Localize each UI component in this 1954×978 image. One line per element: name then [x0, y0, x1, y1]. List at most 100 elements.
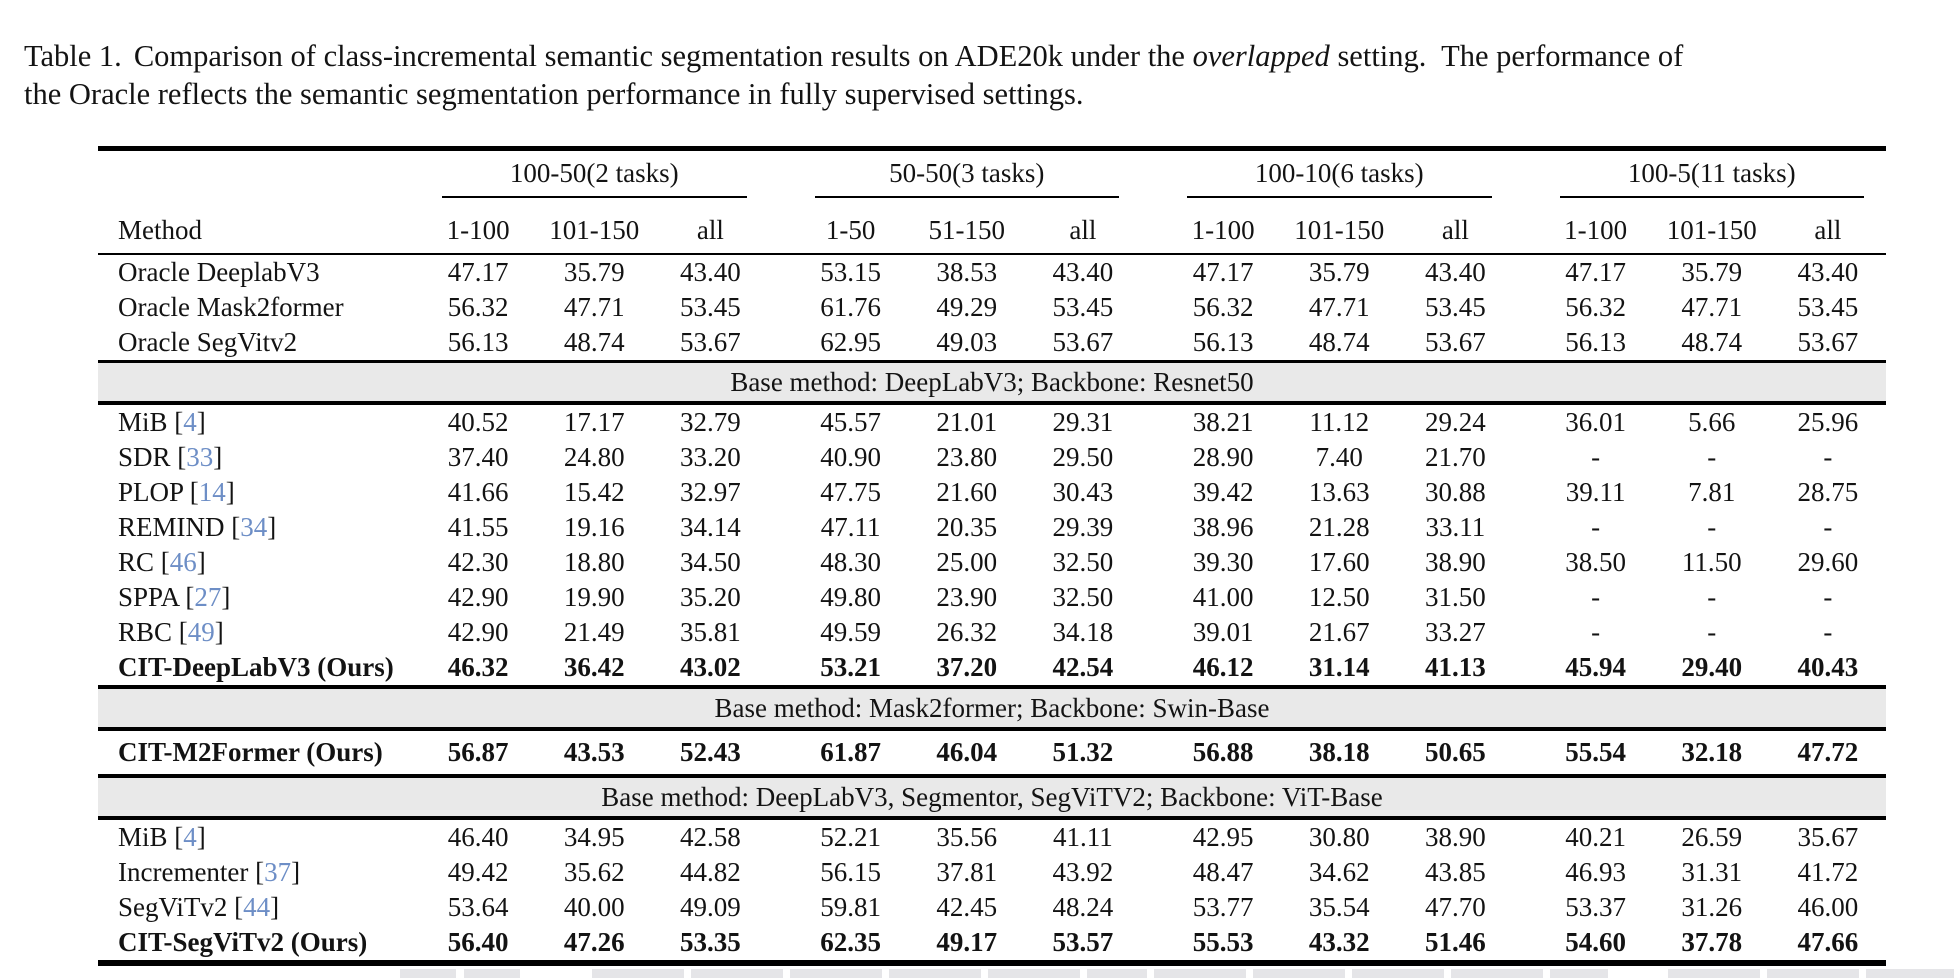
- citation-link[interactable]: 4: [183, 822, 197, 852]
- value-cell: 37.78: [1681, 927, 1743, 957]
- citation-link[interactable]: 49: [187, 617, 215, 647]
- cite-bracket: ]: [270, 892, 280, 922]
- value-cell: 40.43: [1797, 652, 1859, 682]
- column-header: 51-150: [928, 214, 1006, 245]
- row-values: 56.32 47.71 53.45 61.76 49.29 53.45 56.32 47.71…: [420, 292, 1886, 323]
- value-cell: 52.21: [820, 822, 881, 852]
- value-group: 52.21 35.56 41.11: [769, 822, 1142, 853]
- value-cell: 53.37: [1565, 892, 1626, 922]
- value-cell: 43.53: [563, 737, 625, 767]
- value-group: 49.42 35.62 44.82: [420, 857, 769, 888]
- column-header: all: [696, 214, 724, 245]
- value-cell: 35.54: [1308, 892, 1370, 922]
- value-cell: 56.32: [1192, 292, 1254, 322]
- citation-link[interactable]: 14: [198, 477, 226, 507]
- value-cell: 29.31: [1052, 407, 1114, 437]
- value-cell: 46.40: [447, 822, 509, 852]
- method-cell: SDR [33]: [98, 442, 420, 473]
- caption-italic-word: overlapped: [1192, 38, 1330, 73]
- table-row: RC [46] 42.30 18.80 34.50 48.30 25.00 32.50 39.…: [98, 545, 1886, 580]
- method-cell: Incrementer [37]: [98, 857, 420, 888]
- column-group: 1-100 101-150 all: [1514, 215, 1887, 246]
- value-cell: 7.81: [1688, 477, 1736, 507]
- value-group: 45.94 29.40 40.43: [1514, 652, 1887, 683]
- value-cell: 51.32: [1052, 737, 1114, 767]
- value-cell: 43.40: [1425, 257, 1486, 287]
- value-cell: 35.79: [1681, 257, 1743, 287]
- value-cell: 47.66: [1797, 927, 1859, 957]
- next-table-cell-fragment: [1451, 969, 1543, 978]
- value-cell: 56.13: [1192, 327, 1254, 357]
- method-cell: Oracle Mask2former: [98, 292, 420, 323]
- value-cell: 32.79: [680, 407, 741, 437]
- caption-text-2: setting. The performance of: [1329, 38, 1684, 73]
- value-cell: 48.47: [1192, 857, 1254, 887]
- citation-link[interactable]: 34: [240, 512, 268, 542]
- column-header: 1-50: [825, 214, 876, 245]
- cite-bracket: [: [255, 857, 265, 887]
- value-cell: 56.13: [1565, 327, 1626, 357]
- citation-link[interactable]: 44: [243, 892, 271, 922]
- method-cell: RBC [49]: [98, 617, 420, 648]
- method-name: CIT-M2Former (Ours): [118, 737, 383, 767]
- citation-link[interactable]: 4: [183, 407, 197, 437]
- next-table-cell-fragment: [1550, 969, 1608, 978]
- value-cell: 55.54: [1565, 737, 1626, 767]
- group-headers: 100-50(2 tasks) 50-50(3 tasks) 100-10(6 ta…: [420, 158, 1886, 198]
- method-name: MiB: [118, 822, 168, 852]
- value-cell: 53.45: [680, 292, 741, 322]
- value-cell: 54.60: [1565, 927, 1626, 957]
- column-header-row: Method 1-100 101-150 all 1-50 51-150 all 1-100…: [98, 207, 1886, 255]
- cite-bracket: [: [174, 407, 184, 437]
- value-cell: 12.50: [1308, 582, 1370, 612]
- column-group: 1-50 51-150 all: [769, 215, 1142, 246]
- method-name: Oracle SegVitv2: [118, 327, 298, 357]
- value-cell: 35.79: [1308, 257, 1370, 287]
- value-cell: 25.96: [1797, 407, 1859, 437]
- value-group: 41.00 12.50 31.50: [1141, 582, 1514, 613]
- value-cell: 41.55: [447, 512, 509, 542]
- value-group: 56.13 48.74 53.67: [1514, 327, 1887, 358]
- cite-bracket: [: [174, 822, 184, 852]
- value-cell: 18.80: [563, 547, 625, 577]
- value-cell: 53.45: [1425, 292, 1486, 322]
- row-values: 42.30 18.80 34.50 48.30 25.00 32.50 39.30 17.60…: [420, 547, 1886, 578]
- column-group-label: 100-10(6 tasks): [1187, 158, 1492, 198]
- value-cell: 47.70: [1425, 892, 1486, 922]
- value-cell: 47.75: [820, 477, 881, 507]
- value-cell: 46.32: [447, 652, 509, 682]
- value-cell: 35.79: [563, 257, 625, 287]
- table-row: Incrementer [37] 49.42 35.62 44.82 56.15 37.8…: [98, 855, 1886, 890]
- cite-bracket: [: [231, 512, 241, 542]
- caption-table-number: Table 1.: [24, 38, 122, 73]
- citation-link[interactable]: 37: [264, 857, 292, 887]
- table-row: SPPA [27] 42.90 19.90 35.20 49.80 23.90 32.50 4…: [98, 580, 1886, 615]
- value-group: 47.75 21.60 30.43: [769, 477, 1142, 508]
- method-name: Oracle Mask2former: [118, 292, 344, 322]
- value-group: 38.50 11.50 29.60: [1514, 547, 1887, 578]
- next-table-cell-fragment: [790, 969, 882, 978]
- value-cell: 46.00: [1797, 892, 1859, 922]
- citation-link[interactable]: 46: [169, 547, 197, 577]
- value-cell: 35.62: [563, 857, 625, 887]
- value-cell: 21.67: [1308, 617, 1370, 647]
- value-cell: 49.09: [680, 892, 741, 922]
- citation-link[interactable]: 27: [194, 582, 222, 612]
- method-name: Oracle DeeplabV3: [118, 257, 320, 287]
- method-name: SegViTv2: [118, 892, 228, 922]
- value-group: 39.11 7.81 28.75: [1514, 477, 1887, 508]
- citation-link[interactable]: 33: [186, 442, 214, 472]
- value-cell: -: [1823, 582, 1833, 612]
- table-row: CIT-M2Former (Ours) 56.87 43.53 52.43 61.87 4…: [98, 731, 1886, 774]
- cite-bracket: [: [234, 892, 244, 922]
- cite-bracket: ]: [196, 547, 206, 577]
- next-table-cell-fragment: [889, 969, 981, 978]
- value-group: 46.40 34.95 42.58: [420, 822, 769, 853]
- value-group: 49.59 26.32 34.18: [769, 617, 1142, 648]
- column-header: 1-100: [1191, 214, 1255, 245]
- value-cell: 43.40: [1052, 257, 1114, 287]
- value-cell: 20.35: [936, 512, 998, 542]
- method-cell: SPPA [27]: [98, 582, 420, 613]
- value-cell: 42.45: [936, 892, 998, 922]
